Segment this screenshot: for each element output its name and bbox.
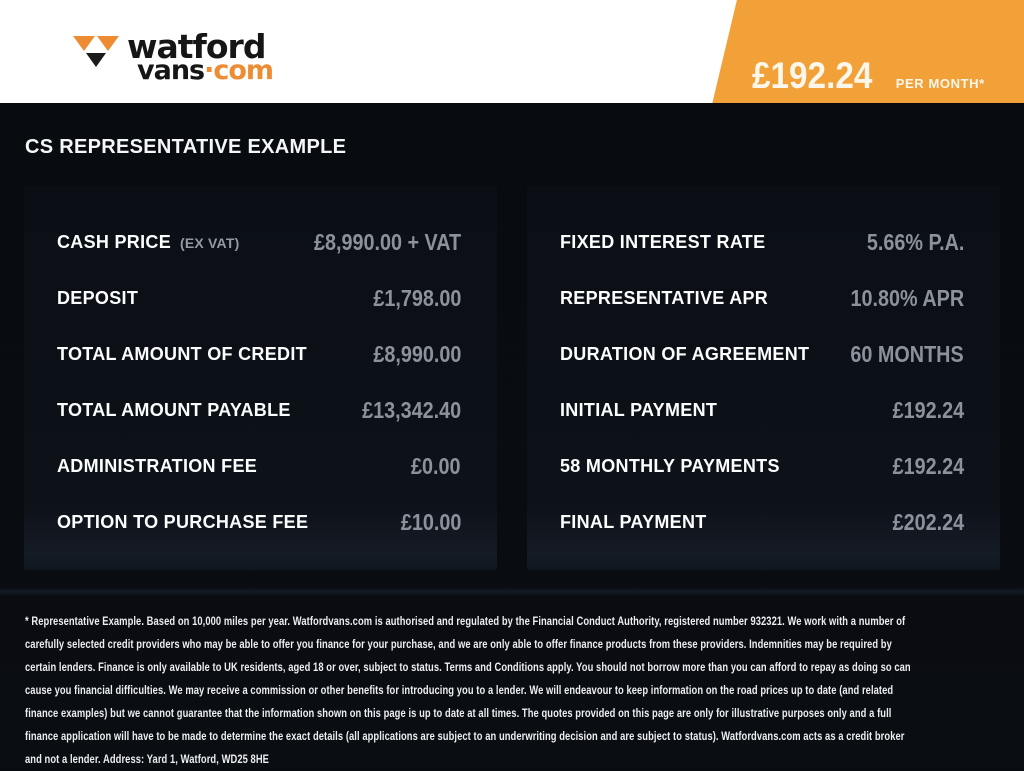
row-label: FIXED INTEREST RATE [560, 231, 766, 252]
row-label: REPRESENTATIVE APR [560, 287, 769, 308]
row-value: £10.00 [400, 508, 461, 535]
watfordvans-logo[interactable]: watford vans·com [73, 27, 274, 84]
row-value: £8,990.00 + VAT [313, 228, 461, 255]
row-label: DURATION OF AGREEMENT [560, 343, 810, 364]
table-row: REPRESENTATIVE APR 10.80% APR [560, 270, 964, 326]
row-value: £192.24 [892, 396, 964, 423]
table-row: DURATION OF AGREEMENT 60 MONTHS [560, 326, 964, 382]
finance-panel-left: CASH PRICE (EX VAT) £8,990.00 + VAT DEPO… [24, 186, 497, 570]
logo-triangles-icon [73, 36, 121, 72]
row-value: 10.80% APR [850, 284, 964, 311]
table-row: FINAL PAYMENT £202.24 [560, 494, 964, 550]
table-row: CASH PRICE (EX VAT) £8,990.00 + VAT [57, 214, 461, 270]
row-value: 60 MONTHS [850, 340, 964, 367]
finance-panels: CASH PRICE (EX VAT) £8,990.00 + VAT DEPO… [24, 186, 1000, 570]
row-value: £8,990.00 [372, 340, 461, 367]
logo-wordmark: watford vans·com [127, 27, 274, 84]
row-value: £13,342.40 [361, 396, 461, 423]
row-value: £0.00 [411, 452, 461, 479]
row-value: £202.24 [892, 508, 964, 535]
site-header: watford vans·com £192.24 PER MONTH* [0, 0, 1024, 103]
table-row: TOTAL AMOUNT OF CREDIT £8,990.00 [57, 326, 461, 382]
row-value: £1,798.00 [372, 284, 461, 311]
row-label: INITIAL PAYMENT [560, 399, 718, 420]
representative-example-disclaimer: * Representative Example. Based on 10,00… [25, 614, 911, 766]
section-divider [0, 587, 1024, 596]
table-row: 58 MONTHLY PAYMENTS £192.24 [560, 438, 964, 494]
row-label: CASH PRICE [57, 231, 172, 252]
row-label: DEPOSIT [57, 287, 139, 308]
table-row: INITIAL PAYMENT £192.24 [560, 382, 964, 438]
row-value: 5.66% P.A. [866, 228, 964, 255]
page-title: CS REPRESENTATIVE EXAMPLE [25, 136, 347, 158]
monthly-price-banner: £192.24 PER MONTH* [712, 0, 1024, 103]
row-label: FINAL PAYMENT [560, 511, 707, 532]
row-note: (EX VAT) [180, 234, 240, 251]
table-row: ADMINISTRATION FEE £0.00 [57, 438, 461, 494]
finance-panel-right: FIXED INTEREST RATE 5.66% P.A. REPRESENT… [527, 186, 1000, 570]
row-label: ADMINISTRATION FEE [57, 455, 258, 476]
monthly-price-value: £192.24 [752, 55, 873, 96]
row-label: 58 MONTHLY PAYMENTS [560, 455, 780, 476]
logo-triangle-orange-left [73, 36, 95, 51]
logo-word-vans: vans [137, 55, 205, 87]
logo-triangle-black [86, 53, 106, 67]
logo-word-watford: watford [127, 27, 266, 66]
row-label: OPTION TO PURCHASE FEE [57, 511, 309, 532]
table-row: OPTION TO PURCHASE FEE £10.00 [57, 494, 461, 550]
logo-triangle-orange-right [97, 36, 119, 51]
row-label: TOTAL AMOUNT OF CREDIT [57, 343, 307, 364]
row-label-group: CASH PRICE (EX VAT) [57, 232, 239, 253]
logo-word-com: ·com [204, 55, 274, 87]
table-row: DEPOSIT £1,798.00 [57, 270, 461, 326]
finance-details-section: CS REPRESENTATIVE EXAMPLE CASH PRICE (EX… [0, 103, 1024, 768]
table-row: TOTAL AMOUNT PAYABLE £13,342.40 [57, 382, 461, 438]
table-row: FIXED INTEREST RATE 5.66% P.A. [560, 214, 964, 270]
monthly-price-suffix: PER MONTH* [895, 76, 985, 91]
row-label: TOTAL AMOUNT PAYABLE [57, 399, 291, 420]
logo-word-vans-com: vans·com [137, 57, 274, 84]
row-value: £192.24 [892, 452, 964, 479]
